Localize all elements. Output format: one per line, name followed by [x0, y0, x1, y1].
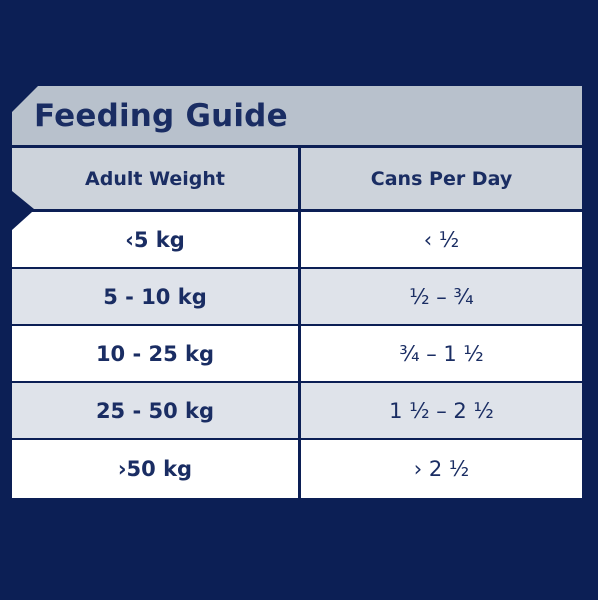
- table-row: ‹5 kg ‹ ½: [12, 212, 582, 267]
- cans-cell: ¾ – 1 ½: [301, 326, 582, 381]
- page-title: Feeding Guide: [34, 98, 288, 134]
- title-bar: Feeding Guide: [12, 86, 582, 145]
- weight-cell: 5 - 10 kg: [12, 269, 298, 324]
- column-header-cans-per-day: Cans Per Day: [301, 148, 582, 209]
- cans-cell: ½ – ¾: [301, 269, 582, 324]
- table-row: 10 - 25 kg ¾ – 1 ½: [12, 326, 582, 381]
- weight-cell: ›50 kg: [12, 440, 298, 498]
- weight-cell: 10 - 25 kg: [12, 326, 298, 381]
- feeding-table: Adult Weight Cans Per Day ‹5 kg ‹ ½ 5 - …: [12, 148, 582, 498]
- table-header-row: Adult Weight Cans Per Day: [12, 148, 582, 209]
- weight-cell: 25 - 50 kg: [12, 383, 298, 438]
- weight-cell: ‹5 kg: [12, 212, 298, 267]
- cans-cell: 1 ½ – 2 ½: [301, 383, 582, 438]
- feeding-guide: Feeding Guide Adult Weight Cans Per Day …: [12, 86, 582, 498]
- corner-notch: [12, 212, 32, 230]
- table-row: ›50 kg › 2 ½: [12, 440, 582, 498]
- cans-cell: ‹ ½: [301, 212, 582, 267]
- table-row: 5 - 10 kg ½ – ¾: [12, 269, 582, 324]
- column-header-adult-weight: Adult Weight: [12, 148, 298, 209]
- cans-cell: › 2 ½: [301, 440, 582, 498]
- table-row: 25 - 50 kg 1 ½ – 2 ½: [12, 383, 582, 438]
